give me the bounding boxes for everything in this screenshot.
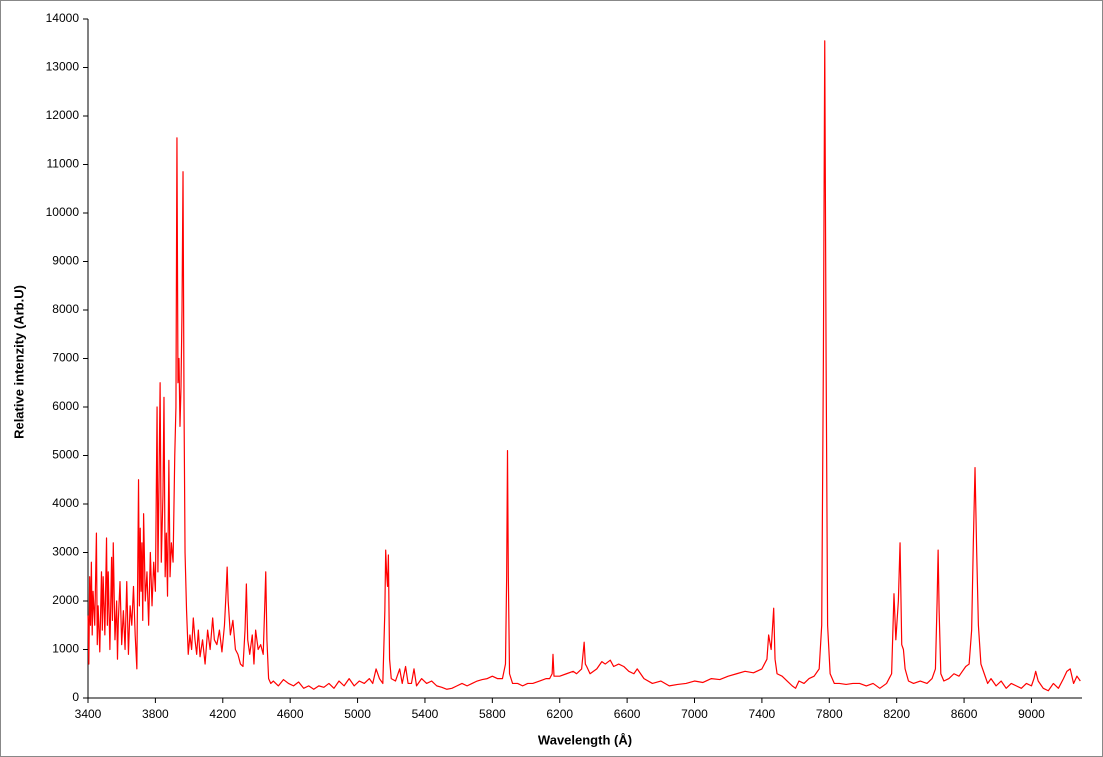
x-tick-label: 7400 — [749, 707, 776, 721]
y-tick-label: 10000 — [46, 205, 80, 219]
x-axis-title: Wavelength (Å) — [538, 732, 632, 747]
y-tick-label: 6000 — [52, 399, 79, 413]
y-tick-label: 12000 — [46, 108, 80, 122]
x-tick-label: 6600 — [614, 707, 641, 721]
x-tick-label: 5800 — [479, 707, 506, 721]
y-tick-label: 4000 — [52, 496, 79, 510]
x-tick-label: 7800 — [816, 707, 843, 721]
y-tick-label: 2000 — [52, 593, 79, 607]
x-tick-label: 8600 — [951, 707, 978, 721]
x-tick-label: 5400 — [412, 707, 439, 721]
x-tick-label: 9000 — [1018, 707, 1045, 721]
x-tick-label: 8200 — [883, 707, 910, 721]
y-tick-label: 13000 — [46, 60, 80, 74]
y-tick-label: 9000 — [52, 254, 79, 268]
y-tick-label: 3000 — [52, 545, 79, 559]
x-tick-label: 3800 — [142, 707, 169, 721]
y-axis-title: Relative intenzity (Arb.U) — [11, 285, 26, 439]
spectrum-line — [87, 40, 1081, 692]
y-tick-label: 7000 — [52, 351, 79, 365]
x-tick-label: 4200 — [209, 707, 236, 721]
x-tick-label: 4600 — [277, 707, 304, 721]
y-tick-label: 11000 — [47, 157, 80, 171]
y-tick-label: 5000 — [52, 448, 79, 462]
x-tick-label: 5000 — [344, 707, 371, 721]
x-tick-label: 7000 — [681, 707, 708, 721]
y-tick-label: 14000 — [46, 11, 80, 25]
y-tick-label: 0 — [72, 690, 79, 704]
y-tick-label: 8000 — [52, 302, 79, 316]
y-tick-label: 1000 — [52, 642, 79, 656]
x-tick-label: 6200 — [546, 707, 573, 721]
x-tick-label: 3400 — [75, 707, 102, 721]
